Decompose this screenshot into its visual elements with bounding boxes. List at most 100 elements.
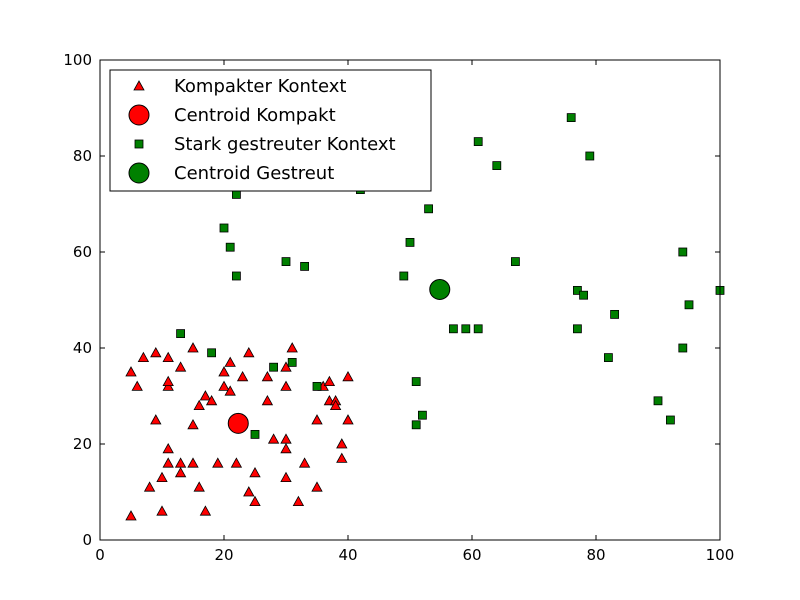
legend-label-1: Centroid Kompakt	[174, 105, 336, 126]
data-point-s2-2	[219, 223, 229, 233]
data-point-s2-35	[678, 343, 688, 353]
data-point-s0-37	[261, 370, 274, 382]
data-point-s0-57	[125, 510, 137, 521]
data-point-s2-24	[510, 257, 520, 267]
y-tick-label: 60	[73, 243, 92, 261]
data-point-s0-49	[323, 375, 336, 387]
data-point-s0-30	[224, 385, 236, 396]
data-point-s0-17	[162, 375, 174, 387]
data-point-s2-26	[573, 285, 582, 295]
data-point-s2-11	[312, 381, 322, 391]
legend: Kompakter Kontext Centroid Kompakt Stark g…	[109, 69, 432, 192]
legend-marker-2	[134, 139, 144, 149]
data-point-s0-38	[267, 433, 280, 444]
data-point-s2-20	[461, 324, 471, 334]
data-point-s2-27	[573, 324, 582, 334]
data-point-s0-27	[212, 457, 224, 468]
data-point-s2-28	[579, 290, 588, 300]
data-point-s0-1	[131, 380, 143, 391]
y-tick-label: 0	[82, 531, 92, 549]
data-point-s0-4	[162, 351, 174, 363]
data-point-s0-33	[243, 486, 255, 497]
data-point-s3-0	[429, 278, 451, 300]
data-point-s0-21	[187, 418, 199, 430]
data-point-s2-7	[269, 362, 279, 372]
data-point-s0-54	[336, 452, 348, 463]
x-tick-label: 40	[338, 546, 357, 564]
data-point-s0-10	[143, 481, 156, 492]
x-tick-label: 60	[462, 546, 481, 564]
data-point-s0-20	[187, 457, 199, 468]
data-point-s2-36	[684, 300, 694, 310]
data-point-s2-25	[566, 113, 576, 122]
data-point-s0-44	[292, 495, 305, 507]
data-point-s2-3	[225, 242, 235, 252]
data-point-s2-33	[666, 415, 675, 425]
legend-label-0: Kompakter Kontext	[174, 76, 346, 97]
data-point-s0-43	[280, 471, 292, 483]
data-point-s2-18	[424, 204, 434, 214]
data-point-s2-21	[473, 324, 483, 334]
data-point-s2-4	[231, 271, 241, 281]
data-point-s0-22	[193, 481, 205, 492]
data-point-s0-46	[311, 414, 323, 425]
data-point-s0-55	[342, 370, 354, 382]
data-point-s0-8	[243, 346, 255, 358]
data-point-s2-32	[653, 396, 663, 406]
data-point-s2-19	[448, 324, 458, 334]
data-point-s0-13	[156, 505, 168, 516]
data-point-s0-12	[156, 471, 168, 483]
data-point-s2-13	[399, 271, 409, 281]
y-axis: 0 20 40 60 80 100	[63, 51, 720, 549]
x-tick-label: 0	[95, 546, 105, 564]
y-tick-label: 20	[73, 435, 92, 453]
data-point-s2-16	[411, 420, 421, 430]
y-tick-label: 80	[73, 147, 92, 165]
data-point-s2-17	[417, 410, 427, 420]
data-point-s0-56	[342, 414, 354, 425]
data-point-s0-3	[150, 346, 162, 358]
legend-entries: Kompakter Kontext Centroid Kompakt Stark g…	[128, 76, 396, 184]
data-point-s0-32	[236, 370, 249, 382]
data-point-s0-9	[286, 342, 298, 353]
data-point-s1-0	[227, 412, 249, 434]
data-point-s0-40	[280, 380, 292, 391]
plot-frame	[99, 59, 721, 541]
data-point-s0-41	[280, 433, 292, 444]
data-point-s2-15	[411, 377, 421, 387]
x-tick-label: 100	[706, 546, 735, 564]
x-tick-label: 80	[586, 546, 605, 564]
data-point-s0-6	[187, 342, 199, 353]
data-point-s2-14	[405, 237, 415, 247]
data-point-s0-0	[125, 366, 137, 377]
data-point-s0-14	[162, 442, 174, 454]
data-point-s0-34	[249, 466, 261, 478]
x-axis: 0 20 40 60 80 100	[95, 60, 734, 564]
data-point-s0-42	[280, 442, 292, 454]
data-point-s0-19	[174, 466, 187, 478]
data-point-s0-15	[162, 457, 174, 468]
plot-marks	[125, 113, 725, 521]
data-point-s0-45	[298, 457, 311, 468]
data-point-s2-23	[492, 161, 502, 171]
legend-marker-3	[128, 162, 150, 184]
data-point-s2-34	[678, 247, 688, 257]
data-point-s0-26	[205, 394, 218, 406]
x-tick-label: 20	[214, 546, 233, 564]
data-point-s0-11	[150, 414, 162, 425]
data-point-s2-29	[585, 151, 595, 161]
data-point-s0-18	[174, 457, 187, 468]
data-point-s2-6	[250, 429, 260, 439]
legend-label-2: Stark gestreuter Kontext	[174, 134, 396, 155]
data-point-s0-47	[311, 481, 323, 492]
data-point-s2-5	[231, 189, 241, 199]
data-point-s0-36	[261, 394, 274, 406]
data-point-s0-2	[137, 351, 150, 363]
legend-marker-1	[128, 104, 150, 126]
data-point-s2-0	[176, 329, 186, 339]
legend-marker-0	[133, 80, 145, 91]
data-point-s0-24	[199, 390, 212, 401]
legend-label-3: Centroid Gestreut	[174, 163, 334, 184]
data-point-s0-31	[230, 457, 243, 468]
